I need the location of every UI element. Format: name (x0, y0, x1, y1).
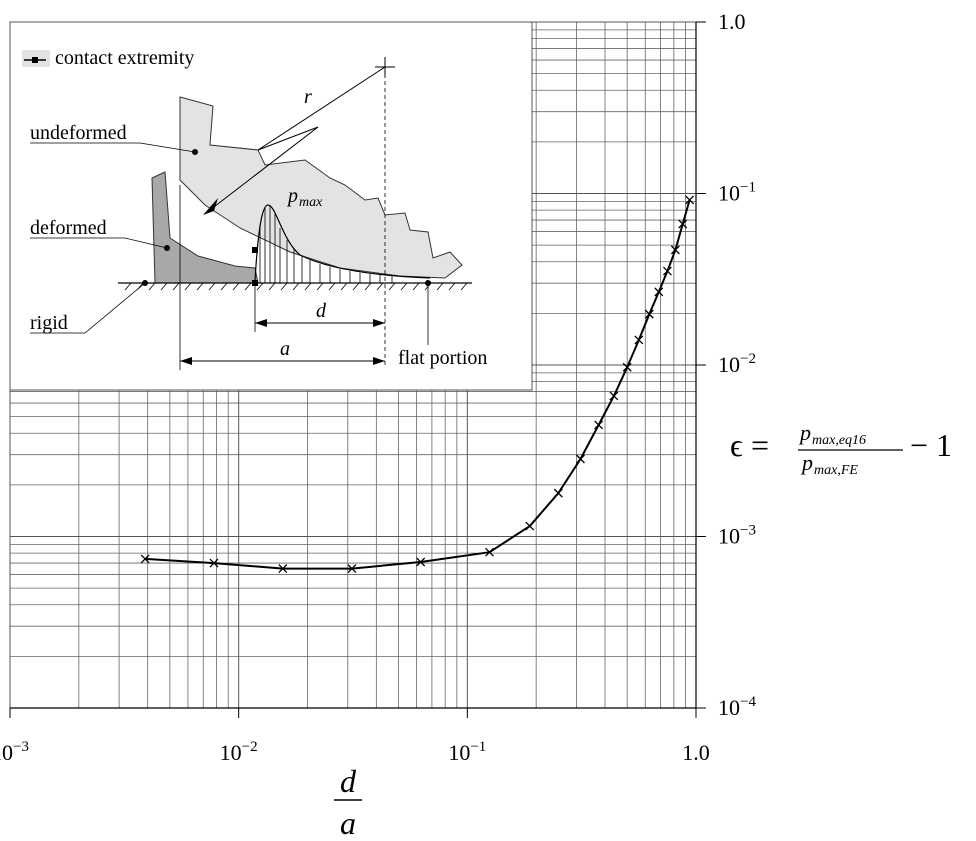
data-marker (685, 195, 695, 205)
radius-arrow (203, 198, 218, 215)
x-tick-label: 1.0 (682, 740, 710, 765)
y-label-num: p (798, 420, 811, 445)
y-tick-label: 10−3 (718, 523, 756, 549)
data-marker (634, 335, 644, 345)
inset-diagram: contact extremity undeformed deformed (9, 21, 533, 391)
data-marker (644, 309, 654, 319)
label-rigid: rigid (30, 312, 68, 334)
pressure-curve (254, 204, 431, 282)
undeformed-shape (179, 96, 463, 279)
data-marker (209, 558, 219, 568)
data-marker (654, 287, 664, 297)
data-marker (670, 245, 680, 255)
y-label-rhs: − 1 (910, 427, 952, 463)
radius-line (209, 66, 386, 211)
y-label-den-sub: max,FE (814, 463, 858, 478)
data-marker (140, 554, 150, 564)
y-label-den: p (800, 450, 813, 475)
y-tick-label: 10−1 (718, 180, 756, 206)
x-tick-label: 10−3 (0, 739, 29, 765)
data (140, 195, 695, 574)
axis-labels: d a ϵ = p max,eq16 p max,FE − 1 (334, 420, 952, 841)
legend-text: contact extremity (55, 47, 194, 69)
leader (30, 282, 146, 334)
pressure-hatch (259, 206, 393, 283)
label-r: r (304, 86, 312, 108)
y-label-num-sub: max,eq16 (812, 433, 866, 448)
data-marker (594, 420, 604, 430)
data-marker (525, 521, 535, 531)
label-d: d (316, 300, 327, 322)
data-marker (622, 362, 632, 372)
data-marker (609, 391, 619, 401)
data-marker (576, 454, 585, 464)
legend-marker (32, 57, 38, 63)
x-tick-label: 10−1 (448, 739, 486, 765)
data-marker (347, 564, 357, 574)
y-tick-label: 10−4 (718, 694, 756, 720)
square-marker (252, 280, 258, 286)
label-a: a (280, 338, 290, 360)
leader (30, 142, 196, 153)
y-label-lhs: ϵ = (730, 427, 769, 463)
label-flat: flat portion (398, 347, 487, 369)
label-p: p (286, 185, 298, 207)
square-marker (252, 247, 258, 253)
label-undeformed: undeformed (30, 122, 127, 144)
data-marker (553, 488, 563, 498)
data-marker (278, 564, 288, 574)
label-deformed: deformed (30, 217, 107, 239)
gap-region (168, 185, 258, 262)
x-label-denominator: a (340, 805, 356, 841)
y-tick-label: 1.0 (718, 9, 746, 34)
data-marker (678, 219, 688, 229)
y-tick-label: 10−2 (718, 351, 756, 377)
leader (30, 237, 168, 249)
x-label-numerator: d (340, 763, 357, 799)
data-marker (416, 557, 426, 567)
x-tick-label: 10−2 (220, 739, 258, 765)
data-marker (662, 266, 672, 276)
label-p-sub: max (299, 195, 323, 210)
data-marker (485, 547, 494, 557)
